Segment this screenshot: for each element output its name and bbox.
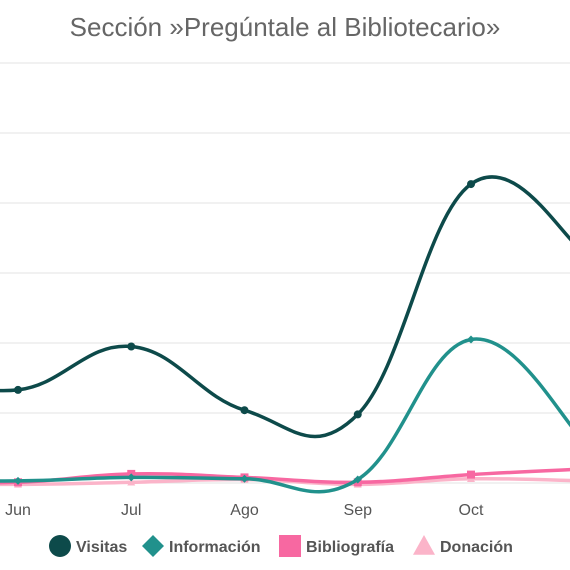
- x-tick-label: Jun: [5, 502, 31, 519]
- data-point: [467, 335, 475, 344]
- legend-marker: [413, 535, 435, 555]
- data-point: [467, 470, 475, 479]
- x-tick-label: Oct: [459, 502, 484, 519]
- legend-label: Bibliografía: [306, 539, 394, 556]
- legend-label: Visitas: [76, 539, 127, 556]
- series-line-información: [0, 337, 570, 494]
- data-point: [240, 406, 249, 415]
- x-tick-label: Ago: [230, 502, 259, 519]
- data-point: [127, 478, 136, 486]
- data-point: [127, 473, 136, 482]
- chart-title: Sección »Pregúntale al Bibliotecario»: [69, 12, 501, 42]
- series-line-bibliografía: [0, 467, 570, 485]
- data-point: [14, 385, 22, 394]
- legend-marker: [49, 535, 71, 557]
- data-point: [127, 342, 136, 351]
- legend-marker: [279, 535, 301, 557]
- data-point: [14, 476, 22, 485]
- legend-label: Información: [169, 539, 261, 556]
- data-point: [467, 180, 475, 189]
- series-line-visitas: [0, 175, 570, 439]
- x-tick-label: Jul: [121, 502, 141, 519]
- data-point: [353, 410, 362, 419]
- data-point: [353, 475, 362, 484]
- legend-marker: [142, 535, 164, 557]
- legend-label: Donación: [440, 539, 513, 556]
- data-point: [240, 474, 249, 483]
- x-tick-label: Sep: [344, 502, 373, 519]
